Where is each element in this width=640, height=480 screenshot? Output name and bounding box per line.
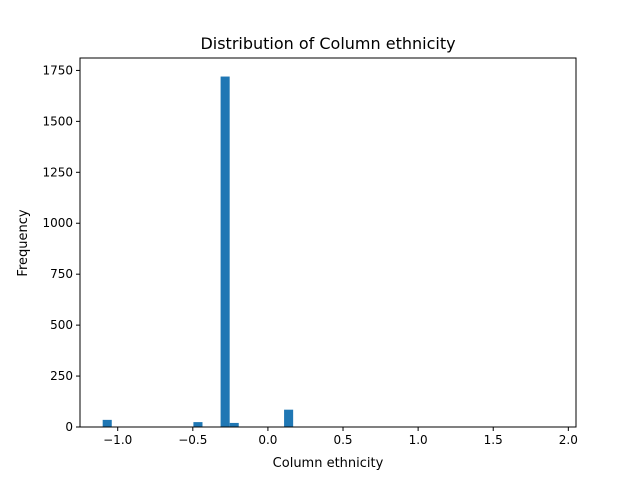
y-tick-label: 1000 xyxy=(42,216,73,230)
chart-title: Distribution of Column ethnicity xyxy=(200,34,455,53)
histogram-bar-2 xyxy=(220,76,230,427)
x-tick-label: −0.5 xyxy=(178,433,207,447)
x-axis: −1.0 −0.5 0.0 0.5 1.0 1.5 2.0 xyxy=(103,427,578,447)
x-tick-label: 2.0 xyxy=(559,433,578,447)
histogram-bar-1 xyxy=(193,422,203,427)
plot-frame xyxy=(79,57,577,428)
histogram-bar-0 xyxy=(102,419,112,427)
y-axis: 0 250 500 750 1000 1250 1500 1750 xyxy=(42,63,80,434)
histogram-bar-3 xyxy=(229,422,239,427)
y-tick-label: 750 xyxy=(50,267,73,281)
x-tick-label: 0.5 xyxy=(333,433,352,447)
x-tick-label: −1.0 xyxy=(103,433,132,447)
x-axis-label: Column ethnicity xyxy=(273,456,384,471)
x-tick-label: 1.0 xyxy=(409,433,428,447)
bars-group xyxy=(102,76,294,427)
histogram-bar-4 xyxy=(284,409,294,427)
y-tick-label: 500 xyxy=(50,318,73,332)
y-tick-label: 250 xyxy=(50,369,73,383)
y-tick-label: 1750 xyxy=(42,63,73,77)
x-tick-label: 1.5 xyxy=(484,433,503,447)
y-tick-label: 1500 xyxy=(42,114,73,128)
y-axis-label: Frequency xyxy=(16,209,31,276)
y-tick-label: 0 xyxy=(65,420,73,434)
y-tick-label: 1250 xyxy=(42,165,73,179)
x-tick-label: 0.0 xyxy=(258,433,277,447)
